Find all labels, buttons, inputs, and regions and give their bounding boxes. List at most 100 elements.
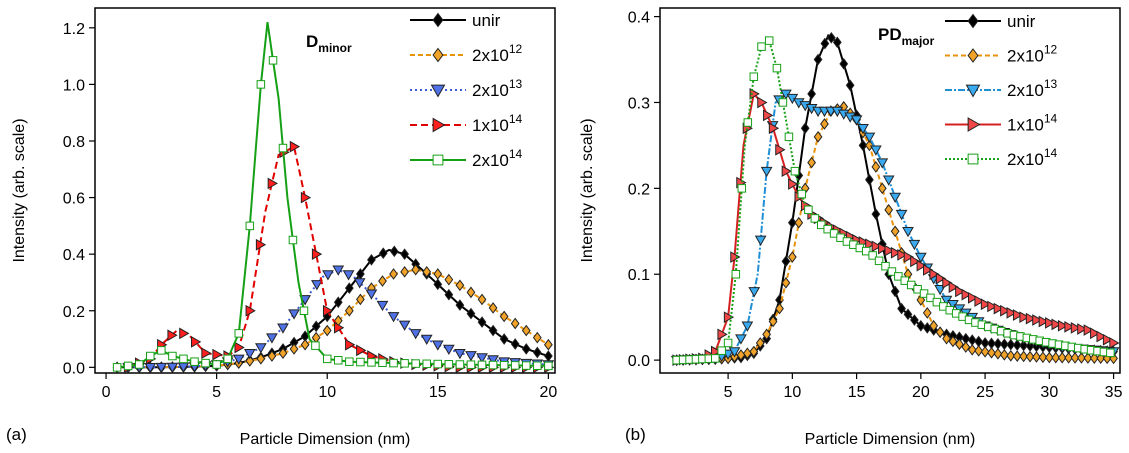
- legend-item: 2x1012: [410, 42, 523, 65]
- data-point: [876, 158, 889, 169]
- data-point: [389, 245, 399, 258]
- y-tick-label: 0.2: [63, 304, 85, 321]
- data-point: [376, 300, 389, 312]
- data-point: [256, 80, 266, 89]
- data-point: [477, 360, 487, 370]
- data-point: [1019, 350, 1029, 363]
- series-2x10^14: [672, 36, 1115, 365]
- y-tick-label: 0.0: [628, 353, 650, 370]
- data-point: [781, 255, 791, 268]
- data-point: [874, 256, 884, 266]
- data-point: [466, 360, 476, 369]
- data-point: [890, 285, 900, 298]
- data-point: [955, 285, 966, 298]
- x-tick-label: 30: [1040, 384, 1058, 401]
- data-point: [903, 251, 914, 263]
- data-point: [422, 266, 432, 278]
- panel-label: (b): [625, 425, 646, 444]
- plot-frame: [94, 7, 556, 374]
- data-point: [1012, 309, 1024, 321]
- y-tick-label: 0.1: [628, 267, 650, 284]
- data-point: [755, 337, 765, 349]
- data-point: [477, 293, 487, 306]
- legend-label: unir: [1007, 12, 1036, 31]
- data-point: [935, 272, 947, 285]
- legend-label-base: unir: [472, 11, 501, 30]
- data-point: [333, 296, 343, 309]
- data-point: [894, 272, 903, 281]
- data-point: [322, 270, 334, 281]
- legend-label: unir: [472, 11, 501, 30]
- data-point: [191, 336, 202, 348]
- data-point: [488, 324, 498, 337]
- data-point: [797, 189, 807, 199]
- data-point: [444, 288, 454, 301]
- data-point: [987, 346, 996, 359]
- data-point: [749, 88, 760, 100]
- data-point: [311, 320, 321, 333]
- data-point: [334, 321, 345, 334]
- data-point: [889, 192, 902, 203]
- data-point: [723, 338, 733, 348]
- data-point: [768, 315, 778, 328]
- data-point: [1006, 349, 1016, 362]
- data-point: [784, 132, 794, 142]
- legend-item: 2x1014: [945, 146, 1058, 169]
- legend-marker: [432, 47, 444, 63]
- data-point: [499, 333, 509, 345]
- data-point: [813, 130, 823, 143]
- data-point: [906, 280, 916, 290]
- data-point: [543, 338, 553, 351]
- data-point: [961, 341, 971, 353]
- data-point: [367, 358, 376, 367]
- data-point: [884, 244, 895, 257]
- data-point: [980, 298, 992, 311]
- x-tick-label: 5: [724, 384, 733, 401]
- legend-item: 2x1013: [410, 77, 523, 100]
- data-point: [521, 343, 531, 355]
- data-point: [232, 354, 245, 365]
- legend-label-exponent: 13: [509, 77, 523, 91]
- data-point: [993, 302, 1004, 315]
- data-point: [544, 361, 553, 371]
- data-point: [255, 238, 267, 251]
- data-point: [861, 246, 871, 256]
- data-point: [794, 216, 804, 229]
- data-point: [289, 343, 299, 355]
- data-point: [764, 36, 774, 45]
- data-point: [444, 273, 454, 286]
- data-point: [345, 338, 356, 351]
- data-point: [278, 347, 288, 360]
- legend-label: 2x1013: [472, 77, 523, 100]
- data-point: [1106, 348, 1115, 358]
- data-point: [311, 280, 323, 291]
- data-point: [146, 351, 155, 361]
- data-point: [168, 351, 177, 361]
- legend-label-base: 1x10: [472, 116, 509, 135]
- data-point: [781, 276, 791, 289]
- x-tick-label: 10: [783, 384, 801, 401]
- y-tick-label: 0.8: [63, 134, 85, 151]
- data-point: [444, 360, 454, 369]
- data-point: [807, 88, 816, 100]
- data-point: [245, 221, 255, 231]
- data-point: [820, 37, 830, 50]
- x-axis-label: Particle Dimension (nm): [240, 431, 411, 448]
- data-point: [754, 235, 767, 246]
- legend-marker: [967, 153, 979, 165]
- data-point: [1032, 314, 1043, 326]
- series-line: [127, 145, 549, 369]
- data-point: [916, 319, 926, 332]
- x-tick-label: 25: [976, 384, 994, 401]
- annotation-main: D: [306, 32, 318, 51]
- data-point: [865, 173, 874, 186]
- data-point: [1102, 333, 1114, 346]
- data-point: [1083, 352, 1093, 364]
- data-point: [322, 354, 332, 364]
- data-point: [1064, 351, 1073, 364]
- data-point: [967, 291, 979, 304]
- data-point: [923, 264, 934, 276]
- annotation-subscript: minor: [318, 41, 352, 55]
- data-point: [967, 343, 977, 356]
